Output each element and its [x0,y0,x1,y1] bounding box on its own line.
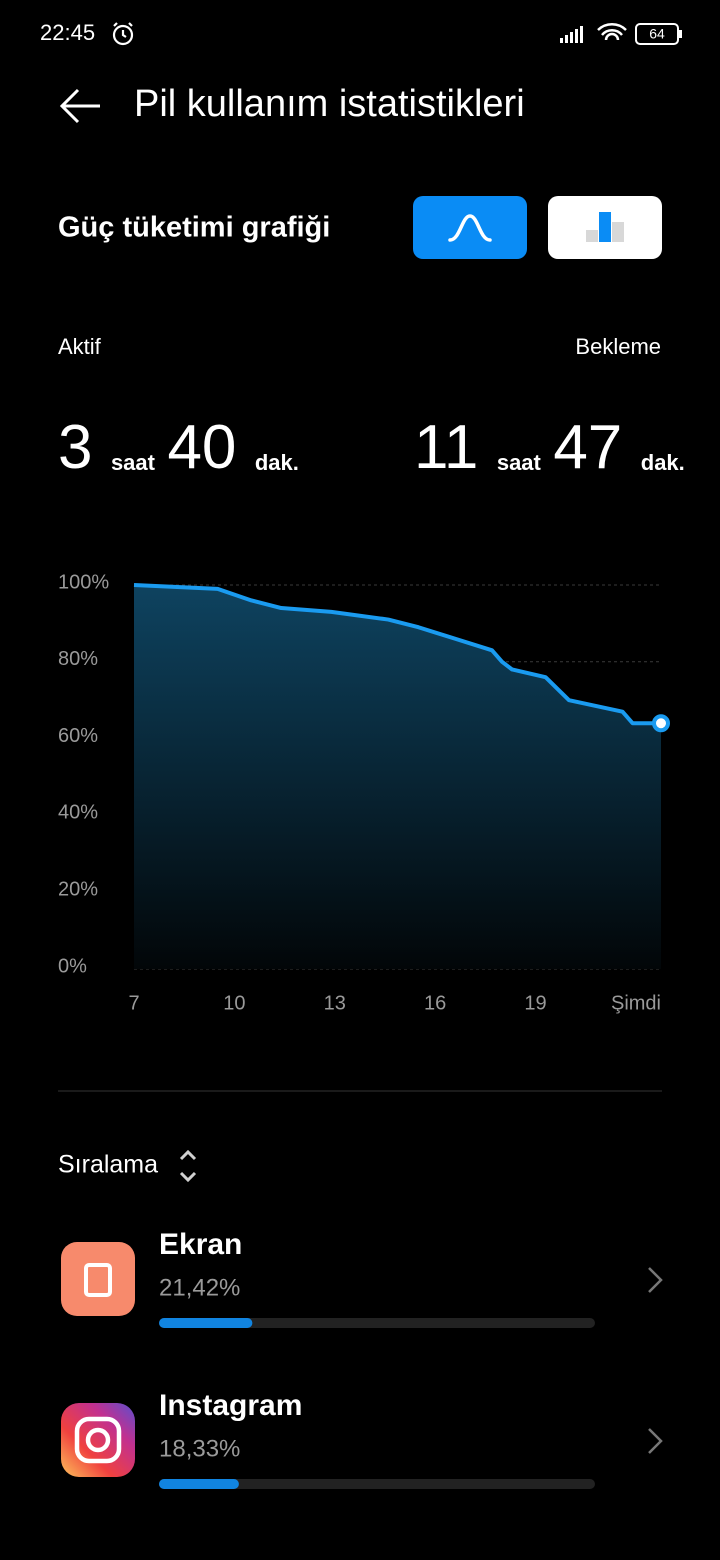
active-hours: 3 [58,413,92,482]
alarm-icon [112,22,134,46]
app-list: Ekran 21,42% Instagram 18,33% [61,1228,663,1489]
x-tick-label: 13 [324,992,346,1014]
sort-icon[interactable] [179,1149,197,1183]
signal-icon [560,26,583,43]
clock: 22:45 [40,20,95,45]
app-icon-glyph [74,1416,122,1464]
usage-bar [159,1479,239,1489]
current-point [652,714,670,733]
battery-chart: 0% 20% 40% 60% 80% 100% 7 10 13 16 19 Şimdi [58,571,670,1014]
bar-icon [586,212,624,242]
x-tick-label: 19 [524,992,546,1014]
app-usage: 21,42% [159,1274,240,1301]
standby-hours: 11 [414,413,478,482]
area [134,585,661,969]
chevron [648,1267,663,1293]
app-icon [61,1242,135,1316]
battery-tip [679,30,682,38]
active-hours-unit: saat [111,450,156,475]
wifi-icon [597,23,627,41]
battery-icon [635,23,679,45]
app-usage: 18,33% [159,1435,240,1462]
app-icon [61,1403,135,1477]
line-chart-toggle[interactable] [413,196,527,259]
usage-track [159,1318,595,1328]
battery-level: 64 [649,26,665,42]
active-minutes: 40 [167,413,236,482]
y-tick-label: 100% [58,571,109,593]
app-icon-glyph [85,1427,111,1453]
y-tick-label: 40% [58,802,98,824]
app-name: Ekran [159,1228,242,1261]
y-tick-label: 20% [58,878,98,900]
app-name: Instagram [159,1389,302,1422]
sort-label[interactable]: Sıralama [58,1151,158,1179]
active-label: Aktif [58,334,102,359]
line-icon [448,214,492,242]
y-tick-label: 0% [58,955,87,977]
x-tick-label: 16 [424,992,446,1014]
app-row[interactable]: Ekran 21,42% [61,1228,663,1328]
x-tick-label: 10 [223,992,245,1014]
standby-hours-unit: saat [497,450,542,475]
standby-minutes: 47 [553,413,622,482]
active-minutes-unit: dak. [255,450,299,475]
usage-track [159,1479,595,1489]
x-tick-label: Şimdi [611,992,661,1014]
chevron [648,1428,663,1454]
standby-minutes-unit: dak. [641,450,685,475]
app-row[interactable]: Instagram 18,33% [61,1389,663,1489]
page-title: Pil kullanım istatistikleri [134,83,525,125]
app-icon-glyph [84,1263,112,1297]
x-tick-label: 7 [128,992,139,1014]
standby-label: Bekleme [575,334,661,359]
y-tick-label: 60% [58,725,98,747]
y-tick-label: 80% [58,648,98,670]
active-time: 3 saat 40 dak. [58,413,299,482]
section-title: Güç tüketimi grafiği [58,212,330,244]
back-button[interactable] [59,88,100,124]
line [133,583,661,726]
usage-bar [159,1318,253,1328]
standby-time-row: 11 saat 47 dak. [414,413,685,482]
